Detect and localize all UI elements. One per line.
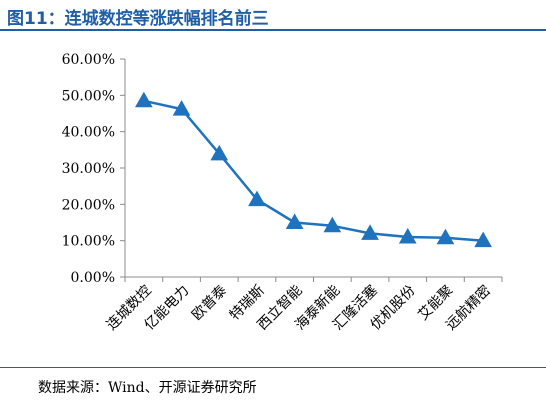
data-point (323, 216, 342, 233)
data-point (285, 213, 304, 229)
data-point (398, 228, 417, 244)
data-point (210, 144, 229, 161)
y-tick-label: 40.00% (62, 125, 115, 141)
data-point (172, 100, 191, 116)
source-rule (0, 367, 546, 368)
y-tick-label: 20.00% (62, 197, 115, 213)
series-line (143, 99, 484, 242)
source-note: 数据来源：Wind、开源证券研究所 (38, 380, 257, 396)
data-point (436, 228, 455, 245)
data-point (361, 224, 379, 240)
data-point (248, 190, 266, 207)
y-tick-label: 50.00% (62, 88, 115, 104)
y-tick-label: 10.00% (62, 234, 115, 250)
data-point (134, 91, 153, 108)
data-point (474, 231, 493, 248)
y-tick-label: 0.00% (71, 270, 115, 286)
y-tick-label: 30.00% (62, 161, 115, 177)
x-tick-label: 欧普泰 (189, 283, 230, 324)
y-tick-label: 60.00% (62, 52, 115, 68)
figure-title: 图11：连城数控等涨跌幅排名前三 (7, 9, 269, 29)
title-rule (0, 29, 546, 31)
